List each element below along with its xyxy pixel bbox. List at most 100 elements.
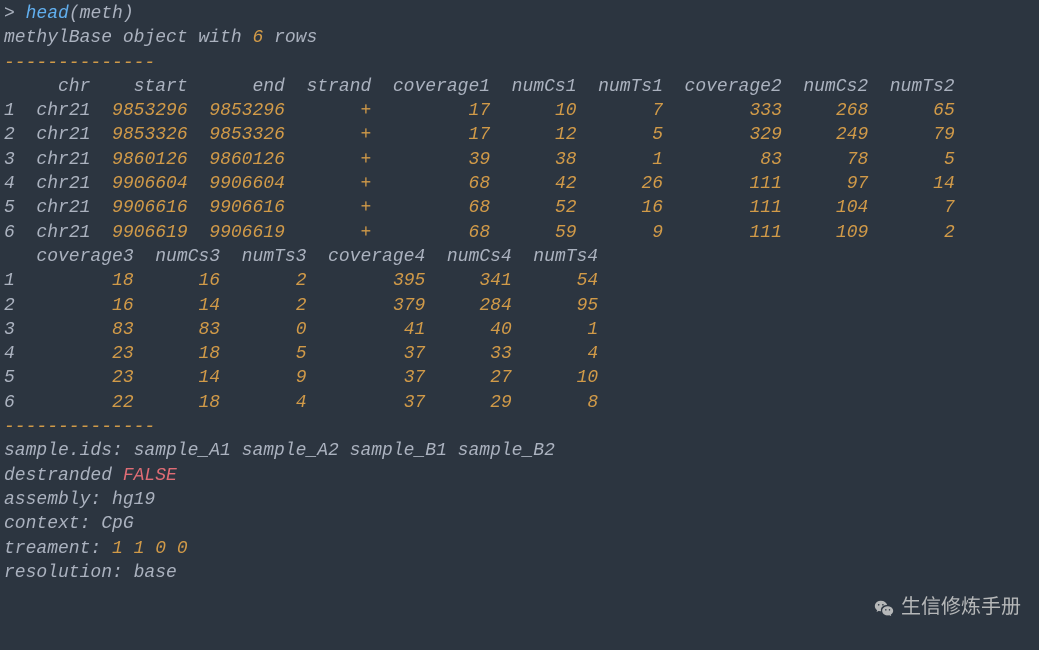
table-cell: 97 bbox=[793, 174, 869, 194]
table-cell: 9906619 bbox=[198, 223, 284, 243]
table-cell: 5 bbox=[231, 344, 307, 364]
table-cell: chr21 bbox=[26, 125, 91, 145]
table-cell: 9853296 bbox=[101, 101, 187, 121]
table-cell: 40 bbox=[436, 320, 512, 340]
meta-resolution: resolution: base bbox=[4, 563, 177, 583]
table-cell: + bbox=[296, 150, 372, 170]
table-cell: chr21 bbox=[26, 101, 91, 121]
table-cell: + bbox=[296, 174, 372, 194]
table-cell: 7 bbox=[879, 198, 955, 218]
table-cell: 14 bbox=[144, 296, 220, 316]
table-cell: 38 bbox=[501, 150, 577, 170]
table-cell: 4 bbox=[523, 344, 599, 364]
table-cell: 54 bbox=[523, 271, 599, 291]
table-cell: 52 bbox=[501, 198, 577, 218]
table-header-row: chr start end strand coverage1 numCs1 nu… bbox=[4, 77, 955, 97]
table-cell: 17 bbox=[382, 101, 490, 121]
table-cell: chr21 bbox=[26, 174, 91, 194]
row-index: 4 bbox=[4, 174, 26, 194]
table-cell: 18 bbox=[144, 344, 220, 364]
separator: -------------- bbox=[4, 53, 155, 73]
wechat-icon bbox=[873, 598, 895, 620]
table-cell: 41 bbox=[317, 320, 425, 340]
table-cell: 18 bbox=[144, 393, 220, 413]
row-index: 3 bbox=[4, 150, 26, 170]
row-index: 6 bbox=[4, 223, 26, 243]
row-index: 1 bbox=[4, 101, 26, 121]
table-cell: 83 bbox=[144, 320, 220, 340]
table-cell: 26 bbox=[587, 174, 663, 194]
row-index: 6 bbox=[4, 393, 26, 413]
table-cell: 9860126 bbox=[101, 150, 187, 170]
prompt: > bbox=[4, 4, 26, 24]
table-cell: 16 bbox=[26, 296, 134, 316]
meta-treatment-val: 1 bbox=[112, 539, 123, 559]
row-index: 2 bbox=[4, 296, 26, 316]
meta-assembly: assembly: hg19 bbox=[4, 490, 155, 510]
table-cell: 9853296 bbox=[198, 101, 284, 121]
table-cell: 68 bbox=[382, 223, 490, 243]
table-cell: 10 bbox=[501, 101, 577, 121]
table-cell: 14 bbox=[144, 368, 220, 388]
table-header-row: coverage3 numCs3 numTs3 coverage4 numCs4… bbox=[4, 247, 598, 267]
table-cell: 341 bbox=[436, 271, 512, 291]
table-cell: 12 bbox=[501, 125, 577, 145]
function-arg: meth bbox=[80, 4, 123, 24]
table-cell: 9906619 bbox=[101, 223, 187, 243]
table-cell: 111 bbox=[674, 174, 782, 194]
table-cell: 111 bbox=[674, 198, 782, 218]
table-cell: 29 bbox=[436, 393, 512, 413]
table-cell: 23 bbox=[26, 344, 134, 364]
table-cell: 42 bbox=[501, 174, 577, 194]
table-cell: 109 bbox=[793, 223, 869, 243]
table-cell: 65 bbox=[879, 101, 955, 121]
row-index: 1 bbox=[4, 271, 26, 291]
meta-treatment-val: 0 bbox=[177, 539, 188, 559]
table-cell: 9906616 bbox=[101, 198, 187, 218]
table-cell: 79 bbox=[879, 125, 955, 145]
table-cell: 83 bbox=[674, 150, 782, 170]
table-cell: 9860126 bbox=[198, 150, 284, 170]
table-cell: 268 bbox=[793, 101, 869, 121]
table-cell: 23 bbox=[26, 368, 134, 388]
meta-destranded-val: FALSE bbox=[123, 466, 177, 486]
table-cell: 7 bbox=[587, 101, 663, 121]
table-cell: 333 bbox=[674, 101, 782, 121]
meta-context: context: CpG bbox=[4, 514, 134, 534]
table-cell: 33 bbox=[436, 344, 512, 364]
table-cell: chr21 bbox=[26, 198, 91, 218]
table-cell: 1 bbox=[587, 150, 663, 170]
table-cell: 78 bbox=[793, 150, 869, 170]
table-cell: 10 bbox=[523, 368, 599, 388]
table-cell: 329 bbox=[674, 125, 782, 145]
table-cell: 9906616 bbox=[198, 198, 284, 218]
row-index: 5 bbox=[4, 198, 26, 218]
table-cell: 39 bbox=[382, 150, 490, 170]
table-cell: + bbox=[296, 101, 372, 121]
table-cell: 2 bbox=[231, 296, 307, 316]
table-cell: 68 bbox=[382, 174, 490, 194]
table-cell: 249 bbox=[793, 125, 869, 145]
table-cell: 9 bbox=[231, 368, 307, 388]
table-cell: 59 bbox=[501, 223, 577, 243]
table-cell: 37 bbox=[317, 344, 425, 364]
table-cell: 68 bbox=[382, 198, 490, 218]
table-cell: 395 bbox=[317, 271, 425, 291]
table-cell: 95 bbox=[523, 296, 599, 316]
watermark: 生信修炼手册 bbox=[873, 595, 1021, 622]
table-cell: + bbox=[296, 223, 372, 243]
table-cell: 22 bbox=[26, 393, 134, 413]
table-cell: 27 bbox=[436, 368, 512, 388]
table-cell: 16 bbox=[144, 271, 220, 291]
row-index: 5 bbox=[4, 368, 26, 388]
row-index: 3 bbox=[4, 320, 26, 340]
function-name: head bbox=[26, 4, 69, 24]
table-cell: + bbox=[296, 125, 372, 145]
table-cell: 9 bbox=[587, 223, 663, 243]
table-cell: chr21 bbox=[26, 150, 91, 170]
separator: -------------- bbox=[4, 417, 155, 437]
table-cell: 2 bbox=[231, 271, 307, 291]
table-cell: 9853326 bbox=[198, 125, 284, 145]
table-cell: 8 bbox=[523, 393, 599, 413]
table-cell: 1 bbox=[523, 320, 599, 340]
